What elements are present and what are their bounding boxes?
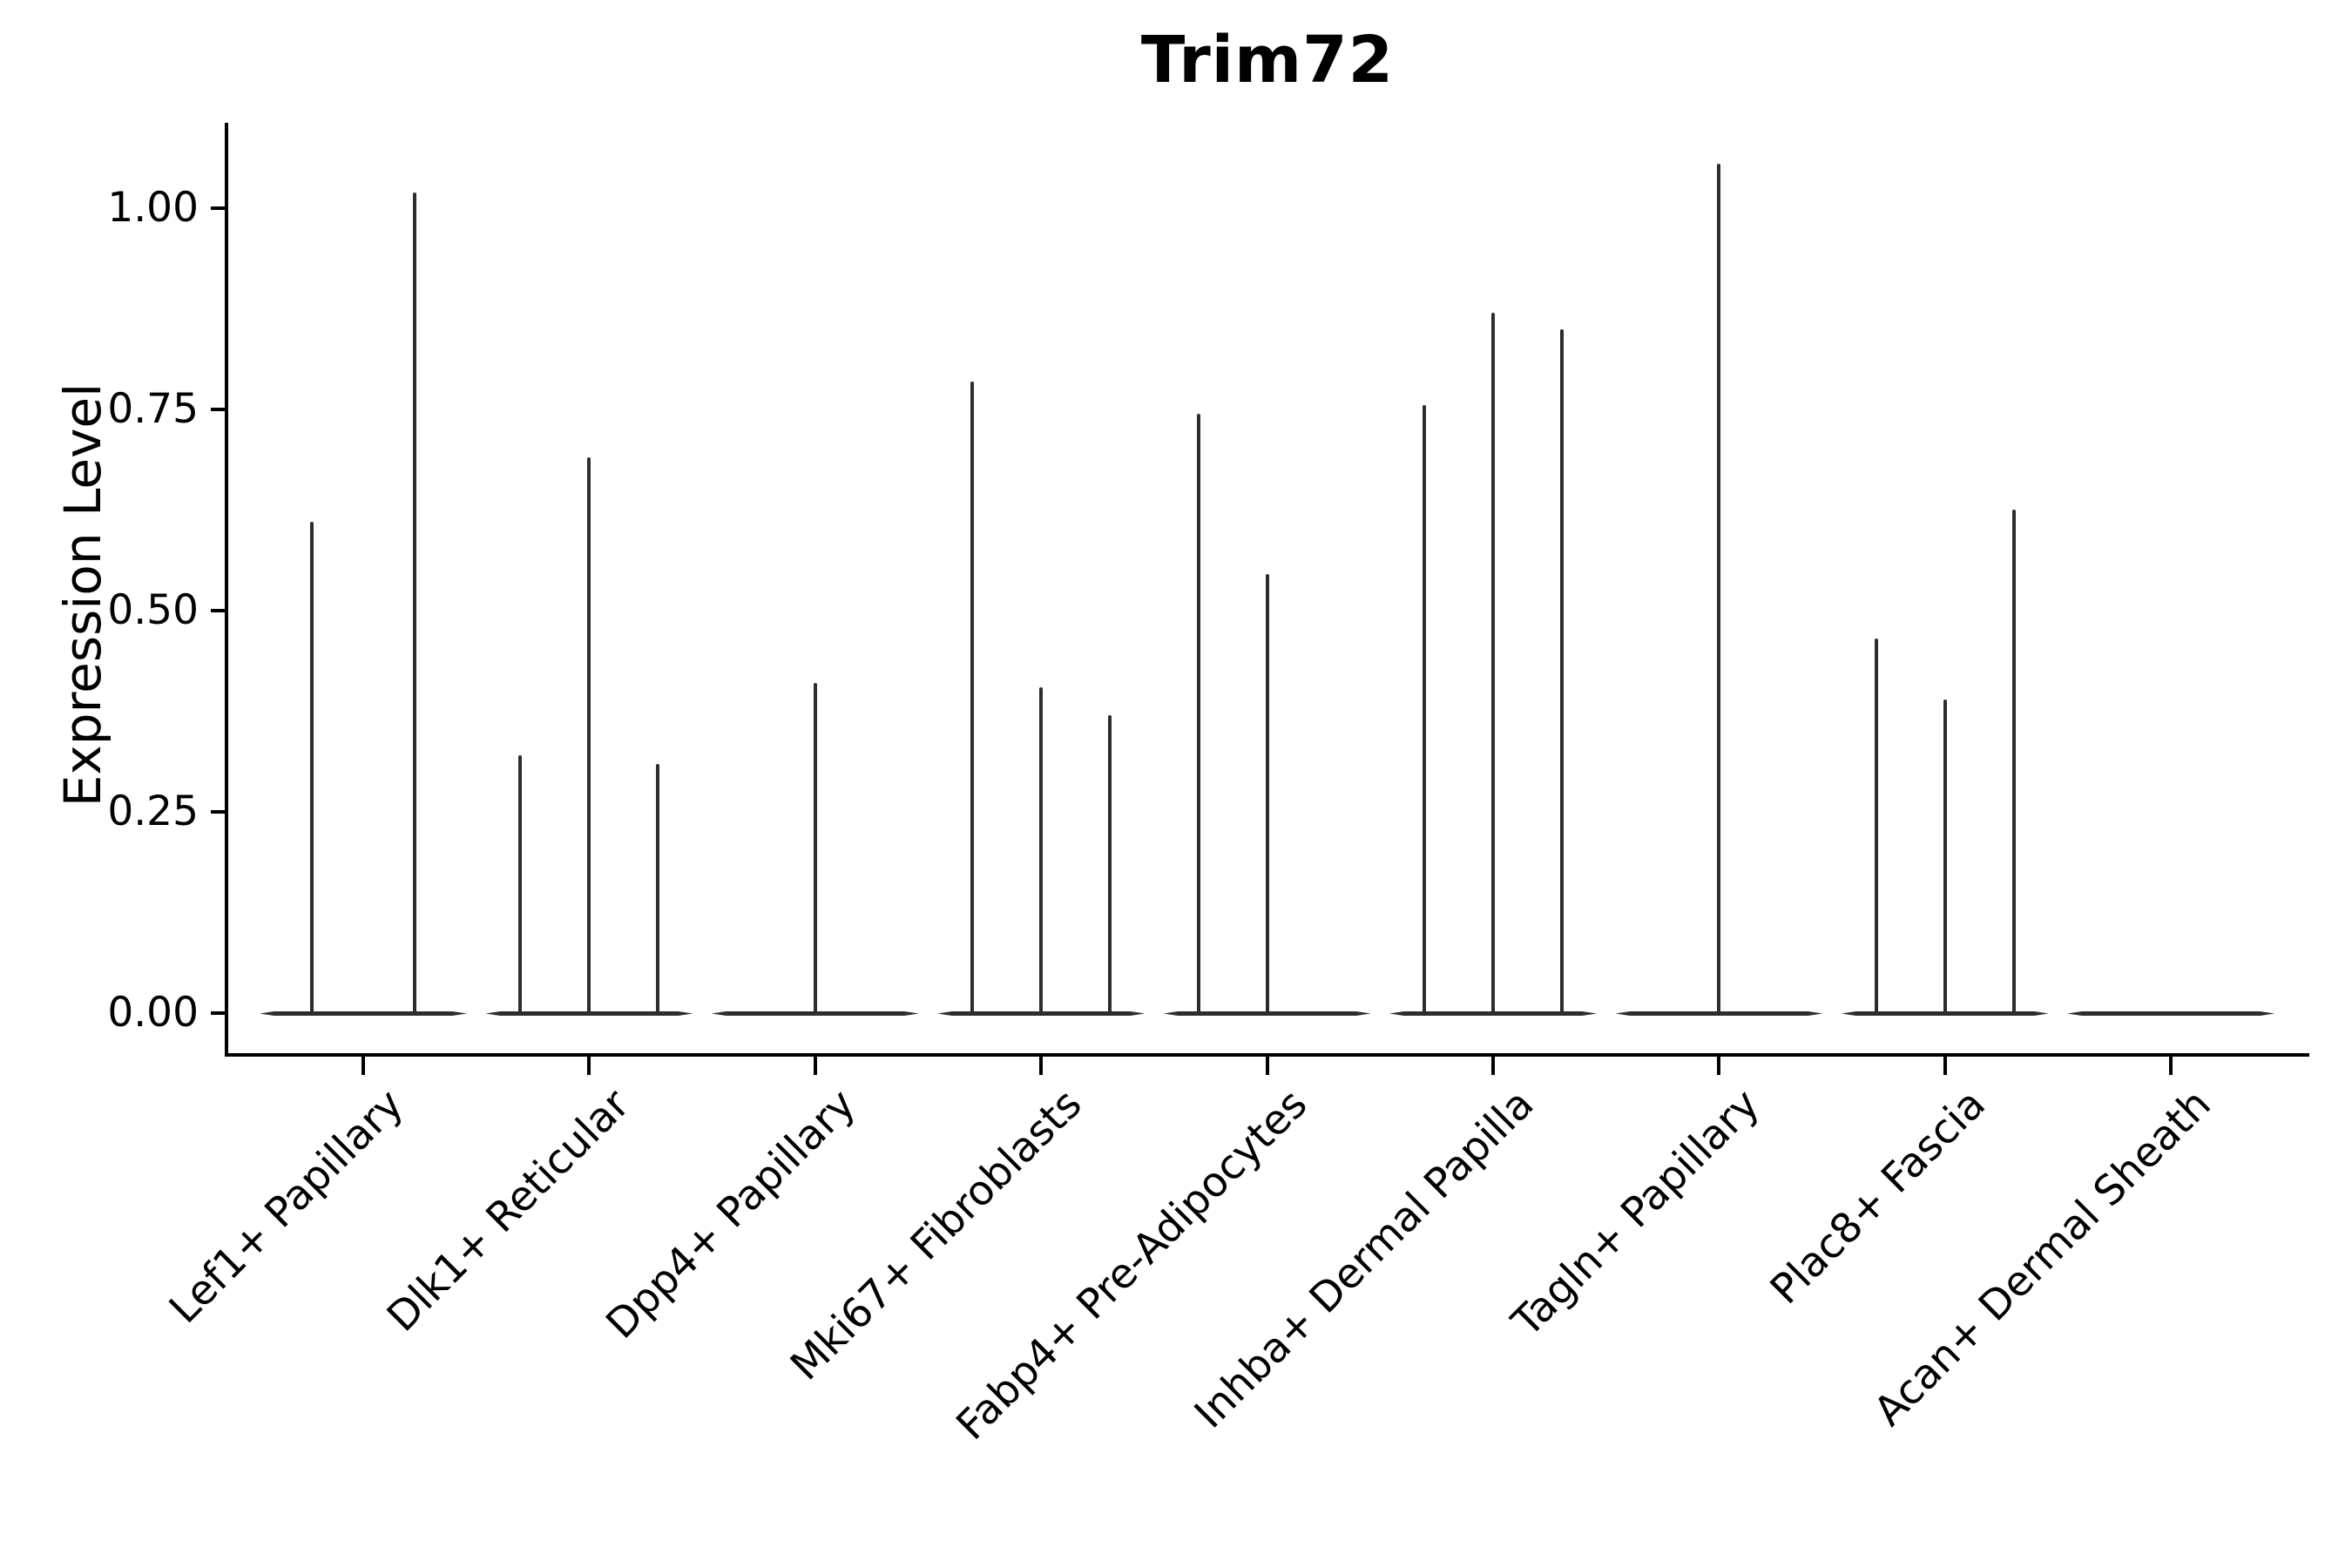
x-tick-mark (1717, 1057, 1721, 1075)
violin-spike (1491, 313, 1495, 1016)
violin-spike (1265, 574, 1269, 1016)
violin-spike (1943, 700, 1947, 1016)
violin-spike (656, 764, 660, 1016)
x-tick-label: Dpp4+ Papillary (597, 1080, 865, 1348)
violin-spike (310, 522, 314, 1016)
y-tick-mark (211, 1011, 226, 1015)
plot-title: Trim72 (1140, 23, 1395, 98)
x-tick-mark (587, 1057, 591, 1075)
y-axis-line (225, 123, 228, 1057)
violin-spike (518, 755, 523, 1016)
y-tick-label: 0.00 (107, 989, 199, 1037)
y-tick-label: 0.25 (107, 787, 199, 835)
x-tick-mark (1265, 1057, 1269, 1075)
violin-spike (587, 457, 591, 1016)
y-tick-mark (211, 408, 226, 411)
x-tick-mark (2169, 1057, 2173, 1075)
y-tick-label: 1.00 (107, 184, 199, 232)
violin-spike (1717, 164, 1721, 1016)
x-axis-line (225, 1053, 2309, 1057)
violin-baseline (2067, 1011, 2275, 1016)
violin-spike (1039, 687, 1044, 1016)
x-tick-mark (1491, 1057, 1495, 1075)
x-tick-mark (362, 1057, 365, 1075)
x-tick-label: Plac8+ Fascia (1761, 1080, 1995, 1314)
violin-spike (2011, 510, 2016, 1016)
y-tick-mark (211, 206, 226, 210)
violin-spike (1874, 639, 1878, 1016)
y-tick-label: 0.75 (107, 385, 199, 433)
violin-spike (413, 193, 416, 1016)
violin-spike (970, 382, 975, 1016)
x-tick-mark (1039, 1057, 1044, 1075)
violin-baseline (260, 1011, 467, 1016)
y-tick-mark (211, 810, 226, 814)
violin-spike (813, 683, 817, 1016)
x-tick-label: Dlk1+ Reticular (377, 1080, 639, 1342)
x-tick-label: Tagln+ Papillary (1503, 1080, 1769, 1347)
x-tick-label: Lef1+ Papillary (159, 1080, 413, 1333)
x-tick-mark (813, 1057, 817, 1075)
violin-spike (1560, 329, 1564, 1016)
violin-spike (1108, 715, 1112, 1016)
x-tick-mark (1943, 1057, 1947, 1075)
y-tick-label: 0.50 (107, 586, 199, 634)
violin-spike (1196, 414, 1200, 1016)
violin-spike (1423, 405, 1426, 1016)
y-tick-mark (211, 609, 226, 612)
